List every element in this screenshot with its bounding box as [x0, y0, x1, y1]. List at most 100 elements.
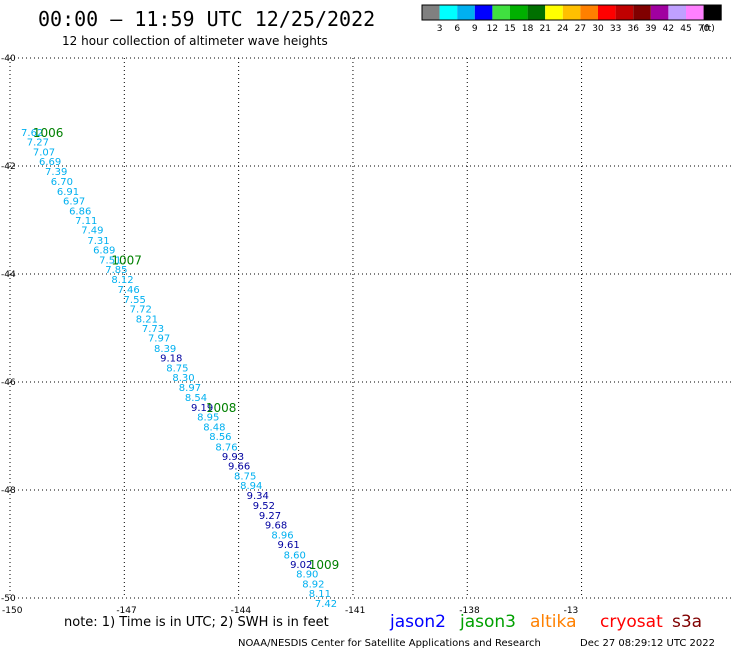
wave-height-value: 8.30: [172, 373, 194, 384]
pass-time-label: 1008: [206, 401, 237, 415]
wave-height-value: 7.62: [21, 128, 43, 139]
wave-height-value: 7.46: [117, 285, 139, 296]
y-tick-label: -46: [1, 378, 16, 388]
wave-height-value: 8.75: [166, 363, 188, 374]
color-scale-unit: (ft): [701, 24, 715, 34]
wave-height-value: 9.27: [259, 511, 281, 522]
wave-height-value: 8.60: [284, 550, 306, 561]
wave-height-value: 9.93: [222, 452, 244, 463]
color-scale-label: 15: [504, 24, 515, 34]
y-tick-label: -50: [1, 594, 16, 604]
chart-title: 00:00 – 11:59 UTC 12/25/2022: [38, 7, 375, 31]
gridlines: [9, 57, 734, 599]
color-scale-label: 21: [539, 24, 550, 34]
color-swatch: [668, 5, 686, 20]
color-scale-label: 39: [645, 24, 657, 34]
axis-tick-labels: -40 -42 -44 -46 -48 -50 -150 -147 -144 -141 -138 -1…: [1, 54, 578, 616]
satellite-legend: jason2 jason3 altika cryosat s3a: [389, 612, 702, 632]
y-tick-label: -42: [1, 162, 16, 172]
chart-subtitle: 12 hour collection of altimeter wave hei…: [62, 34, 328, 48]
color-scale-label: 9: [472, 24, 478, 34]
color-scale-label: 3: [437, 24, 443, 34]
wave-height-value: 7.55: [124, 295, 146, 306]
wave-height-points: 7.627.277.076.697.396.706.916.976.867.11…: [21, 128, 337, 610]
color-swatch: [422, 5, 440, 20]
wave-height-value: 8.97: [179, 383, 201, 394]
wave-height-value: 6.97: [63, 197, 85, 208]
wave-height-value: 6.89: [93, 246, 115, 257]
color-swatch: [545, 5, 563, 20]
color-swatch: [439, 5, 458, 20]
x-tick-label: -138: [459, 606, 480, 616]
color-swatch: [580, 5, 598, 20]
color-scale-label: 18: [522, 24, 534, 34]
wave-height-value: 7.85: [105, 265, 127, 276]
satellite-jason3: jason3: [459, 612, 516, 632]
y-tick-label: -40: [1, 54, 16, 64]
footer-note: note: 1) Time is in UTC; 2) SWH is in fe…: [64, 615, 329, 630]
color-scale-label: 27: [575, 24, 586, 34]
wave-height-value: 7.97: [148, 334, 170, 345]
satellite-jason2: jason2: [389, 612, 446, 632]
wave-height-value: 6.86: [69, 206, 91, 217]
wave-height-value: 7.49: [81, 226, 103, 237]
wave-height-value: 7.31: [87, 236, 109, 247]
wave-height-value: 7.72: [130, 305, 152, 316]
x-tick-label: -144: [231, 606, 252, 616]
wave-height-value: 7.07: [33, 147, 55, 158]
wave-height-value: 8.76: [215, 442, 237, 453]
wave-height-value: 8.92: [302, 579, 324, 590]
x-tick-label: -150: [2, 606, 23, 616]
wave-height-value: 8.21: [136, 314, 158, 325]
footer-credit: NOAA/NESDIS Center for Satellite Applica…: [238, 638, 541, 649]
wave-height-value: 9.52: [253, 501, 275, 512]
color-scale-label: 24: [557, 24, 569, 34]
wave-height-value: 8.39: [154, 344, 176, 355]
x-tick-label: -13: [564, 606, 579, 616]
wave-height-value: 9.61: [277, 540, 299, 551]
wave-height-value: 7.27: [27, 138, 49, 149]
color-scale-label: 45: [680, 24, 691, 34]
pass-time-label: 1006: [33, 126, 64, 140]
pass-time-label: 1009: [309, 558, 340, 572]
satellite-cryosat: cryosat: [600, 612, 663, 632]
wave-height-value: 8.54: [185, 393, 207, 404]
color-swatch: [510, 5, 528, 20]
color-swatch: [527, 5, 546, 20]
y-tick-label: -48: [1, 486, 16, 496]
wave-height-value: 8.75: [234, 471, 256, 482]
wave-height-value: 8.96: [271, 530, 293, 541]
wave-height-value: 8.95: [197, 413, 219, 424]
color-swatch: [562, 5, 581, 20]
wave-height-value: 9.34: [247, 491, 269, 502]
color-scale-label: 12: [487, 24, 498, 34]
color-scale-frame: [421, 4, 722, 21]
wave-height-value: 8.56: [209, 432, 231, 443]
color-scale-label: 36: [627, 24, 639, 34]
wave-height-value: 7.73: [142, 324, 164, 335]
color-swatch: [633, 5, 651, 20]
color-scale-label: 70: [698, 24, 710, 34]
color-swatch: [703, 5, 722, 20]
color-swatch: [615, 5, 634, 20]
color-swatch: [474, 5, 493, 20]
color-scale-legend: 3 6 9 12 15 18 21 24 27 30 33 36 39 42 45 70(ft): [421, 4, 722, 34]
wave-height-value: 9.68: [265, 521, 287, 532]
wave-height-value: 9.19: [191, 403, 213, 414]
wave-height-value: 9.02: [290, 560, 312, 571]
y-tick-label: -44: [1, 270, 16, 280]
wave-height-value: 8.12: [111, 275, 133, 286]
wave-height-value: 8.11: [309, 589, 331, 600]
wave-height-value: 7.42: [315, 599, 337, 610]
color-swatch: [457, 5, 475, 20]
x-tick-label: -141: [345, 606, 365, 616]
footer-timestamp: Dec 27 08:29:12 UTC 2022: [580, 638, 715, 649]
color-swatch: [686, 5, 704, 20]
wave-height-value: 9.18: [160, 354, 182, 365]
wave-height-value: 9.66: [228, 462, 250, 473]
color-scale-label: 42: [663, 24, 674, 34]
pass-time-labels: 1006 1007 1008 1009: [33, 126, 339, 572]
x-tick-label: -147: [116, 606, 136, 616]
wave-height-value: 7.11: [75, 216, 97, 227]
